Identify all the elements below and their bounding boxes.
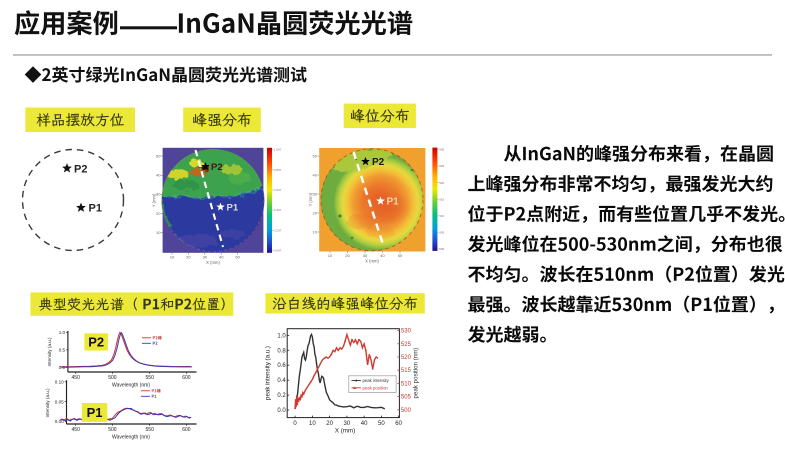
svg-text:40: 40 — [380, 253, 385, 258]
svg-text:500: 500 — [401, 408, 412, 414]
svg-text:530: 530 — [401, 329, 412, 335]
svg-text:500: 500 — [439, 247, 444, 251]
svg-text:peak intensity (a.u.): peak intensity (a.u.) — [265, 346, 272, 400]
svg-text:0.5: 0.5 — [59, 348, 66, 353]
svg-text:P2: P2 — [372, 157, 385, 168]
svg-text:40: 40 — [361, 421, 368, 427]
svg-text:20: 20 — [156, 211, 161, 216]
svg-text:500: 500 — [108, 427, 117, 433]
svg-text:Y (mm): Y (mm) — [152, 193, 157, 207]
svg-text:0.10: 0.10 — [55, 379, 64, 384]
svg-text:20: 20 — [313, 210, 318, 215]
svg-text:0: 0 — [293, 421, 297, 427]
svg-text:50: 50 — [313, 153, 318, 158]
svg-text:P2: P2 — [88, 335, 104, 350]
svg-text:50: 50 — [235, 255, 240, 260]
svg-text:peak position: peak position — [363, 385, 389, 390]
svg-text:1.007: 1.007 — [274, 148, 282, 152]
svg-text:P1: P1 — [87, 405, 103, 420]
svg-text:0.207: 0.207 — [274, 228, 282, 232]
svg-text:600: 600 — [182, 427, 191, 433]
svg-text:60: 60 — [395, 421, 402, 427]
svg-text:515: 515 — [401, 368, 412, 374]
svg-text:Intensity (a.u.): Intensity (a.u.) — [47, 337, 52, 367]
svg-text:10: 10 — [309, 421, 316, 427]
svg-text:P1: P1 — [387, 197, 400, 208]
svg-text:30: 30 — [313, 191, 318, 196]
svg-text:520: 520 — [401, 355, 412, 361]
svg-text:10: 10 — [170, 255, 175, 260]
svg-text:0.007: 0.007 — [274, 249, 282, 253]
svg-text:500: 500 — [108, 375, 117, 381]
svg-text:505: 505 — [439, 231, 444, 235]
svg-text:40: 40 — [313, 172, 318, 177]
svg-text:P1: P1 — [227, 203, 239, 214]
svg-text:30: 30 — [344, 421, 351, 427]
svg-text:40: 40 — [156, 173, 161, 178]
svg-text:450: 450 — [72, 427, 81, 433]
svg-text:Intensity (a.u.): Intensity (a.u.) — [45, 388, 50, 418]
svg-text:Y (mm): Y (mm) — [308, 192, 313, 206]
svg-text:0.05: 0.05 — [55, 399, 64, 404]
svg-text:20: 20 — [326, 421, 333, 427]
svg-text:X (mm): X (mm) — [365, 259, 379, 264]
svg-text:0.6: 0.6 — [277, 363, 286, 369]
svg-text:X (mm): X (mm) — [335, 428, 355, 435]
svg-text:550: 550 — [146, 375, 155, 381]
svg-text:450: 450 — [72, 375, 81, 381]
svg-text:0.00: 0.00 — [55, 419, 64, 424]
svg-text:600: 600 — [182, 375, 191, 381]
svg-text:P2: P2 — [211, 162, 223, 173]
svg-text:50: 50 — [156, 153, 161, 158]
svg-text:10: 10 — [313, 229, 318, 234]
svg-text:515: 515 — [439, 197, 444, 201]
svg-text:30: 30 — [363, 253, 368, 258]
svg-text:1.0: 1.0 — [277, 333, 286, 339]
svg-text:Wavelength (nm): Wavelength (nm) — [112, 383, 150, 389]
svg-text:0.0: 0.0 — [277, 408, 286, 414]
svg-text:0.407: 0.407 — [274, 208, 282, 212]
svg-text:40: 40 — [219, 255, 224, 260]
svg-text:1.0: 1.0 — [59, 330, 66, 335]
svg-text:50: 50 — [378, 421, 385, 427]
svg-text:20: 20 — [186, 255, 191, 260]
svg-text:10: 10 — [328, 253, 333, 258]
svg-text:0.607: 0.607 — [274, 188, 282, 192]
svg-text:50: 50 — [398, 253, 403, 258]
svg-text:peak position (nm): peak position (nm) — [413, 348, 420, 399]
svg-text:10: 10 — [156, 230, 161, 235]
svg-text:peak intensity: peak intensity — [363, 378, 390, 383]
svg-text:525: 525 — [401, 342, 412, 348]
svg-text:520: 520 — [439, 181, 444, 185]
svg-text:30: 30 — [203, 255, 208, 260]
svg-text:510: 510 — [401, 381, 412, 387]
svg-text:505: 505 — [401, 395, 412, 401]
svg-text:20: 20 — [345, 253, 350, 258]
svg-text:530: 530 — [439, 148, 444, 152]
svg-text:525: 525 — [439, 164, 444, 168]
svg-text:X (mm): X (mm) — [206, 260, 220, 265]
svg-text:30: 30 — [156, 192, 161, 197]
svg-text:550: 550 — [146, 427, 155, 433]
svg-text:510: 510 — [439, 214, 444, 218]
svg-text:0.4: 0.4 — [277, 378, 286, 384]
svg-text:0.807: 0.807 — [274, 168, 282, 172]
svg-text:0.8: 0.8 — [277, 348, 286, 354]
svg-text:Wavelength (nm): Wavelength (nm) — [112, 435, 150, 441]
svg-text:0.2: 0.2 — [277, 393, 286, 399]
svg-text:P1: P1 — [89, 203, 102, 215]
svg-text:P2: P2 — [74, 163, 87, 175]
